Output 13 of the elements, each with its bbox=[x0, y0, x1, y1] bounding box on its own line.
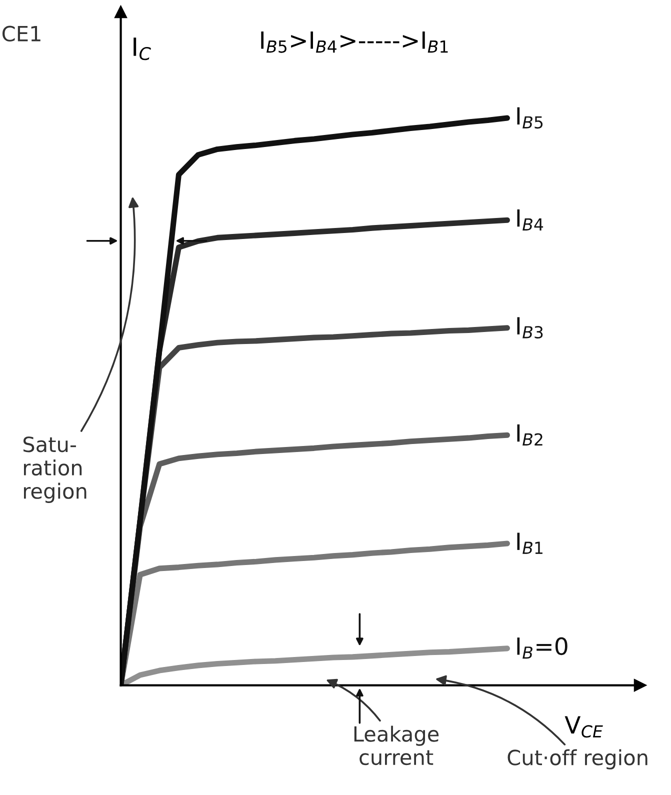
text: CE1 bbox=[2, 26, 40, 42]
text: Leakage current bbox=[354, 726, 439, 766]
series-label: I$_{B2}$ bbox=[517, 424, 542, 446]
chart-title: I$_{B5}$>I$_{B4}$>----->I$_{B1}$ bbox=[261, 32, 448, 53]
series-label: I$_{B5}$ bbox=[517, 107, 543, 129]
y-axis-title: I$_{C}$ bbox=[134, 38, 151, 60]
text: Satu- ration region bbox=[23, 436, 86, 503]
series-label: I$_{B}$=0 bbox=[517, 637, 568, 659]
series-label: I$_{B1}$ bbox=[517, 532, 542, 554]
text: Cut·off region bbox=[508, 749, 648, 770]
x-axis-title: V$_{CE}$ bbox=[564, 716, 603, 738]
series-label: I$_{B3}$ bbox=[517, 317, 543, 339]
series-label: I$_{B4}$ bbox=[517, 209, 544, 230]
